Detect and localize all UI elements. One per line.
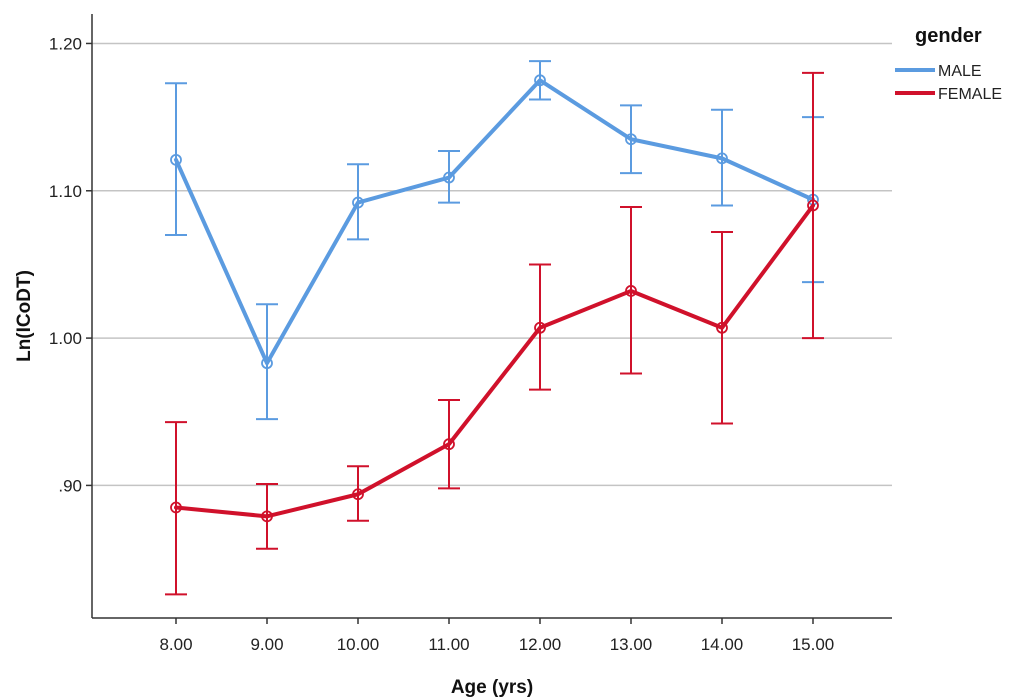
data-point [534,321,546,334]
x-tick-label: 9.00 [250,635,283,654]
series-male [165,60,824,421]
legend-label: FEMALE [938,86,1002,103]
data-point [352,488,364,501]
y-ticks: .90 1.00 1.10 1.20 [49,34,92,495]
data-point [261,510,273,523]
series-layer [165,60,824,596]
series-female [165,71,824,596]
x-tick-label: 11.00 [428,635,469,654]
x-tick-label: 13.00 [610,635,653,654]
data-point [534,74,546,87]
data-point [716,152,728,165]
x-ticks: 8.00 9.00 10.00 11.00 12.00 13.00 14.00 15.00 [159,618,834,654]
data-point [625,285,637,297]
x-tick-label: 8.00 [159,635,192,654]
gridlines [92,42,892,487]
data-point [716,321,728,334]
series-line [174,78,815,366]
x-tick-label: 12.00 [519,635,562,654]
data-point [443,171,455,184]
data-point [170,501,182,514]
x-tick-label: 14.00 [701,635,744,654]
y-tick-label: .90 [58,476,82,495]
y-tick-label: 1.20 [49,34,82,53]
data-point [170,153,182,166]
y-axis-title: Ln(ICoDT) [14,270,35,362]
axes [91,14,892,619]
legend-label: MALE [938,63,982,80]
legend-item-female: FEMALE [895,86,1002,103]
legend: gender MALE FEMALE [895,25,1002,103]
legend-item-male: MALE [895,63,982,80]
legend-title: gender [915,25,982,47]
data-point [443,438,455,451]
series-line [174,203,815,519]
x-axis-title: Age (yrs) [451,677,533,698]
x-tick-label: 10.00 [337,635,380,654]
data-point [625,133,637,146]
y-tick-label: 1.10 [49,182,82,201]
y-tick-label: 1.00 [49,329,82,348]
data-point [261,357,273,370]
x-tick-label: 15.00 [792,635,835,654]
data-point [352,196,364,209]
data-point [807,199,819,212]
legend-items: MALE FEMALE [895,63,1002,103]
